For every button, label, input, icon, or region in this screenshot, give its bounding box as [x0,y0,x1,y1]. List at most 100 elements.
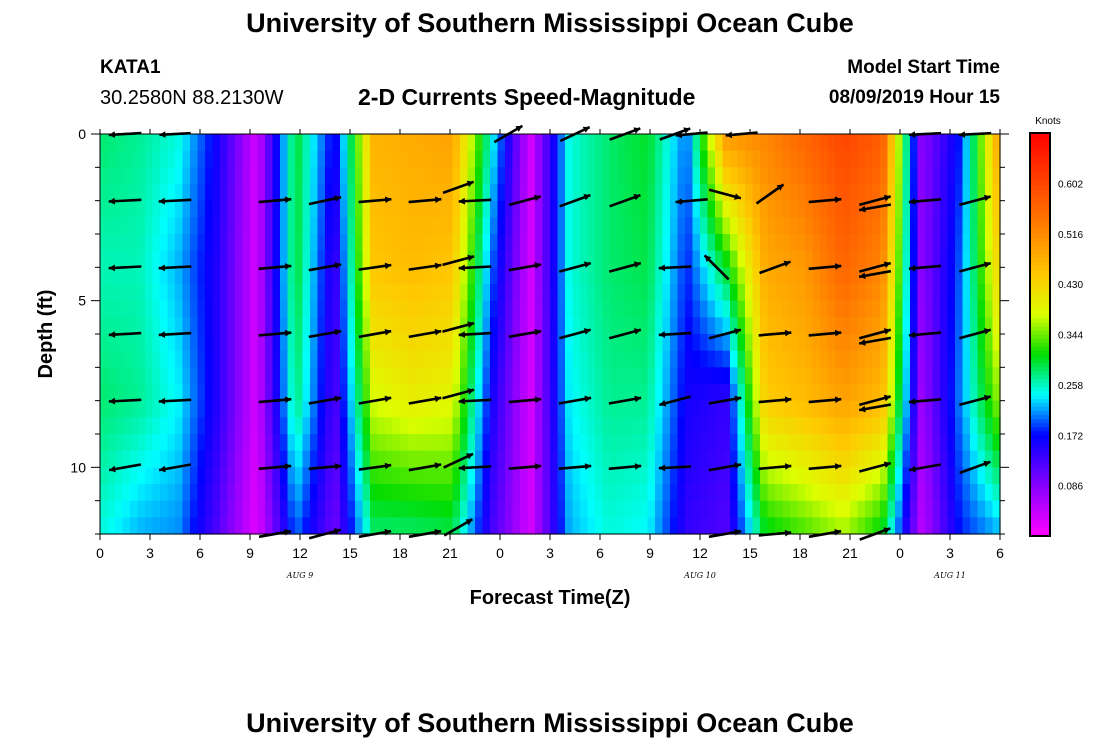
current-arrow [442,388,475,400]
arrow-head [958,131,966,138]
heat-cell [287,517,296,535]
heat-cell [955,267,964,285]
heat-cell [685,417,694,435]
heat-cell [407,217,416,235]
heat-cell [392,334,401,352]
heat-cell [415,517,424,535]
heat-cell [617,467,626,485]
heat-cell [287,317,296,335]
heat-cell [572,484,581,502]
arrow-head [909,465,916,473]
heat-cell [340,250,349,268]
heat-cell [332,300,341,318]
heat-cell [880,284,889,302]
heat-cell [167,234,176,252]
heat-cell [452,517,461,535]
y-tick-label: 5 [78,293,86,309]
heat-cell [340,217,349,235]
heat-cell [460,350,469,368]
heat-cell [790,417,799,435]
heat-cell [895,467,904,485]
colorbar-segment [1030,318,1050,324]
heat-cell [737,517,746,535]
heat-cell [430,450,439,468]
heat-cell [797,317,806,335]
heat-cell [197,500,206,518]
heat-cell [130,284,139,302]
heat-cell [295,134,304,152]
heat-cell [760,134,769,152]
heat-cell [887,234,896,252]
heat-cell [625,267,634,285]
arrow-head [384,328,392,336]
heat-cell [707,484,716,502]
heat-cell [182,267,191,285]
heat-cell [625,217,634,235]
heat-cell [385,167,394,185]
heat-cell [130,317,139,335]
heat-cell [887,434,896,452]
heat-cell [895,134,904,152]
heat-cell [272,167,281,185]
heat-cell [197,300,206,318]
heat-cell [587,400,596,418]
heat-cell [527,434,536,452]
heat-cell [835,367,844,385]
heat-cell [767,317,776,335]
heat-cell [175,150,184,168]
heat-cell [557,450,566,468]
heat-cell [100,450,109,468]
heat-cell [212,217,221,235]
heat-cell [790,350,799,368]
heat-cell [407,234,416,252]
arrow-head [284,463,292,470]
heat-cell [677,434,686,452]
heat-cell [100,234,109,252]
heat-cell [662,384,671,402]
heat-cell [812,350,821,368]
heat-cell [797,217,806,235]
heat-cell [130,350,139,368]
arrow-head [284,196,292,204]
heat-cell [280,417,289,435]
heat-cell [475,500,484,518]
heat-cell [610,417,619,435]
heat-cell [437,350,446,368]
heat-cell [587,300,596,318]
heat-cell [212,200,221,218]
heat-cell [512,384,521,402]
current-arrow [958,194,992,207]
heat-cell [452,367,461,385]
heat-cell [152,500,161,518]
heat-cell [497,317,506,335]
heat-cell [400,500,409,518]
heat-cell [475,134,484,152]
heat-cell [647,300,656,318]
heat-cell [490,250,499,268]
heat-cell [280,317,289,335]
heat-cell [917,134,926,152]
heat-cell [242,184,251,202]
heat-cell [115,167,124,185]
y-tick-label: 10 [70,459,86,475]
heat-cell [812,167,821,185]
heat-cell [520,267,529,285]
heat-cell [797,300,806,318]
heat-cell [287,284,296,302]
heat-cell [985,517,994,535]
heat-cell [640,167,649,185]
heat-cell [565,450,574,468]
heat-cell [617,200,626,218]
heat-cell [482,150,491,168]
heat-cell [925,317,934,335]
arrow-head [534,396,542,404]
heat-cell [580,484,589,502]
heat-cell [302,334,311,352]
heat-cell [805,500,814,518]
heat-cell [760,250,769,268]
heat-cell [527,350,536,368]
heat-cell [280,267,289,285]
heat-cell [197,167,206,185]
heat-cell [917,167,926,185]
heat-cell [880,267,889,285]
